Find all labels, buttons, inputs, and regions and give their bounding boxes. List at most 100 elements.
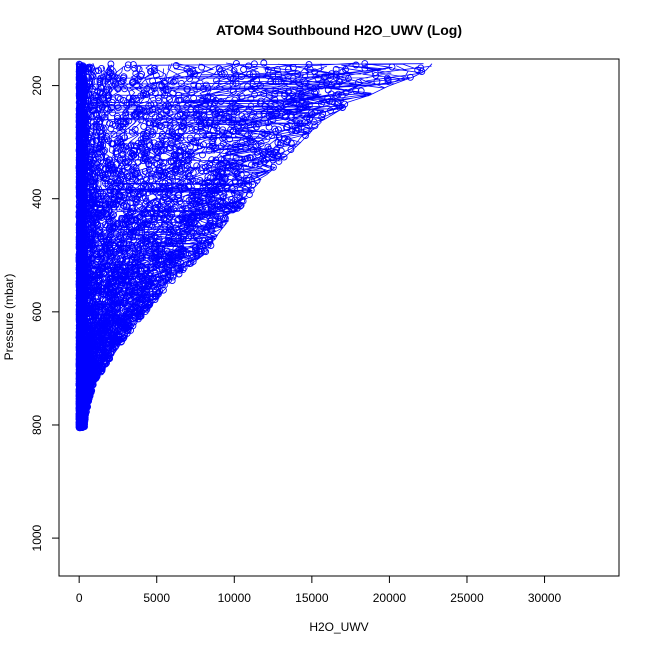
data-point <box>406 73 414 81</box>
data-point <box>176 152 184 160</box>
data-point <box>253 148 261 156</box>
data-point <box>120 248 128 256</box>
data-point <box>98 344 106 352</box>
data-point <box>109 222 117 230</box>
data-point <box>136 273 144 281</box>
data-point <box>239 197 247 205</box>
data-point <box>223 184 231 192</box>
data-point <box>186 75 194 83</box>
data-point <box>267 108 275 115</box>
data-point <box>267 150 275 157</box>
data-point <box>106 252 114 260</box>
data-point <box>246 70 254 78</box>
data-point <box>282 100 289 108</box>
data-point <box>157 225 165 233</box>
data-point <box>205 131 213 139</box>
data-point <box>140 265 148 273</box>
data-point <box>333 82 341 90</box>
data-point <box>156 214 163 222</box>
data-point <box>335 103 343 111</box>
data-point <box>247 102 255 110</box>
data-point <box>150 283 158 291</box>
data-point <box>106 119 114 127</box>
data-point <box>271 125 279 133</box>
data-point <box>89 304 97 312</box>
data-point <box>166 96 173 103</box>
data-point <box>143 91 151 99</box>
data-point <box>250 171 258 179</box>
data-point <box>143 147 151 154</box>
data-point <box>165 103 173 111</box>
data-point <box>166 213 174 221</box>
data-point <box>165 173 173 180</box>
data-point <box>288 113 296 121</box>
data-point <box>94 346 102 354</box>
data-point <box>232 154 240 162</box>
data-point <box>184 99 192 107</box>
data-point <box>178 206 186 214</box>
data-point <box>205 165 213 173</box>
data-point <box>87 177 95 185</box>
data-point <box>284 136 292 144</box>
data-point <box>287 146 295 153</box>
data-point <box>93 120 100 128</box>
data-point <box>130 151 138 159</box>
data-point <box>104 332 112 340</box>
data-point <box>126 268 134 276</box>
data-point <box>305 61 313 68</box>
data-point <box>196 242 204 250</box>
data-point <box>107 178 114 186</box>
data-point <box>98 355 106 362</box>
data-point <box>128 128 136 136</box>
data-point <box>289 75 297 83</box>
data-point <box>147 183 155 191</box>
data-point <box>157 171 165 179</box>
data-point <box>139 130 147 138</box>
data-point <box>76 414 84 422</box>
data-point <box>208 227 215 235</box>
data-point <box>120 97 127 104</box>
data-point <box>231 96 239 104</box>
data-point <box>264 66 272 74</box>
data-point <box>311 122 319 130</box>
data-point <box>241 185 249 193</box>
data-point <box>287 111 295 119</box>
data-point <box>181 184 189 192</box>
data-point <box>109 319 117 327</box>
data-point <box>230 108 238 116</box>
data-point <box>169 78 177 86</box>
data-point <box>161 221 169 229</box>
data-point <box>112 230 120 238</box>
data-point <box>185 183 193 191</box>
data-point <box>100 316 108 324</box>
data-point <box>109 211 117 219</box>
data-point <box>87 230 95 238</box>
data-point <box>99 124 107 132</box>
data-point <box>215 218 223 226</box>
data-point <box>93 236 100 244</box>
data-point <box>120 235 128 243</box>
data-point <box>325 97 333 105</box>
data-point <box>108 345 116 353</box>
data-point <box>317 100 325 108</box>
data-point <box>215 173 223 181</box>
data-point <box>174 132 182 140</box>
data-point <box>161 121 169 129</box>
data-point <box>319 110 327 118</box>
data-point <box>127 141 135 149</box>
data-point <box>232 201 240 209</box>
data-point <box>166 184 174 192</box>
data-point <box>183 102 191 110</box>
data-point <box>109 296 117 304</box>
data-point <box>130 147 138 155</box>
data-point <box>133 178 141 186</box>
data-point <box>231 167 239 175</box>
data-point <box>332 70 340 78</box>
data-point <box>167 227 175 235</box>
data-point <box>118 215 126 223</box>
data-point <box>164 249 172 257</box>
data-point <box>189 177 197 185</box>
data-point <box>332 74 340 82</box>
data-point <box>106 275 113 283</box>
data-point <box>196 196 204 204</box>
